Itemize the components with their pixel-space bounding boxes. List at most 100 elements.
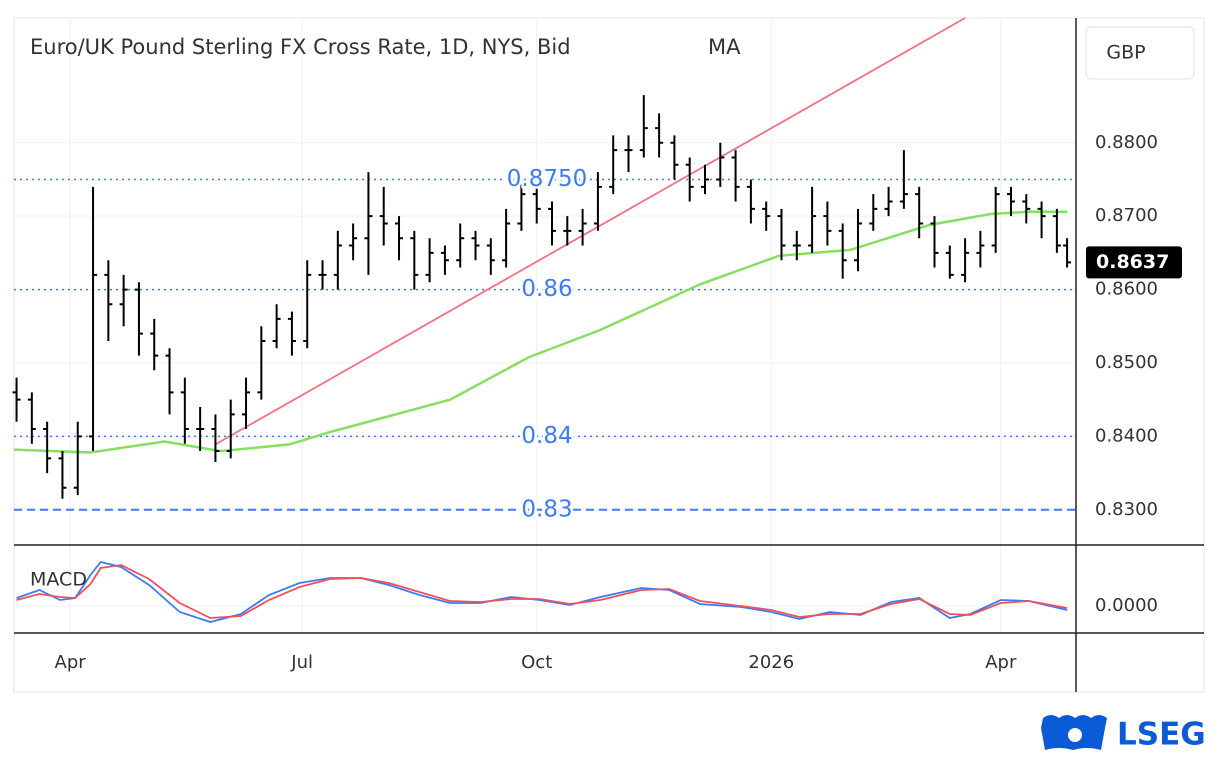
ohlc-bar — [134, 282, 143, 356]
ohlc-bar — [593, 172, 602, 231]
ohlc-bar — [930, 216, 939, 268]
ohlc-bar — [823, 201, 832, 246]
y-tick-label: 0.8500 — [1095, 352, 1158, 373]
currency-button[interactable] — [1085, 26, 1195, 80]
ohlc-bar — [578, 208, 587, 246]
ohlc-bar — [27, 392, 36, 444]
ohlc-bar — [486, 238, 495, 275]
ohlc-bar — [349, 223, 358, 261]
ohlc-bar — [287, 311, 296, 356]
ohlc-bar — [716, 142, 725, 187]
ohlc-bar — [853, 208, 862, 272]
ohlc-bar — [777, 208, 786, 261]
level-label: 0.8750 — [507, 166, 587, 192]
ohlc-bar — [1022, 194, 1031, 224]
ohlc-bar — [701, 164, 710, 195]
ohlc-bar — [395, 216, 404, 261]
ohlc-bar — [792, 230, 801, 261]
ohlc-bar — [303, 260, 312, 349]
ohlc-bar — [410, 230, 419, 290]
currency-label: GBP — [1106, 42, 1145, 64]
ohlc-bar — [945, 245, 954, 279]
ohlc-bar — [670, 135, 679, 180]
moving-average — [13, 210, 1068, 454]
ohlc-bar — [104, 260, 113, 341]
ohlc-bar — [196, 407, 205, 452]
ohlc-bar — [1006, 186, 1015, 217]
ohlc-bar — [12, 377, 21, 422]
ohlc-bar — [318, 260, 327, 290]
macd-label: MACD — [30, 569, 87, 591]
ohlc-bar — [89, 186, 98, 452]
ohlc-bar — [150, 318, 159, 371]
ohlc-bar — [58, 451, 67, 499]
ohlc-bar — [165, 348, 174, 415]
ohlc-bar — [961, 238, 970, 283]
ohlc-bar — [563, 216, 572, 246]
ohlc-bar — [364, 172, 373, 275]
ohlc-bar — [272, 304, 281, 349]
macd-line — [16, 564, 1068, 619]
trend-line — [214, 17, 966, 446]
indicator-label[interactable]: MA — [708, 35, 741, 59]
ohlc-bar — [43, 421, 52, 474]
y-tick-label: 0.0000 — [1095, 595, 1158, 616]
ohlc-bar — [73, 421, 82, 496]
ohlc-bar — [180, 377, 189, 444]
y-tick-label: 0.8700 — [1095, 205, 1158, 226]
x-tick-label: 2026 — [748, 652, 794, 673]
x-tick-label: Apr — [985, 652, 1017, 673]
brand-name: LSEG — [1117, 717, 1206, 753]
ohlc-bar — [624, 135, 633, 173]
y-tick-label: 0.8800 — [1095, 132, 1158, 153]
ohlc-bar — [838, 223, 847, 279]
ohlc-bar — [471, 230, 480, 261]
x-tick-label: Oct — [521, 652, 552, 673]
ohlc-bar — [379, 186, 388, 246]
ohlc-bar — [333, 230, 342, 290]
ohlc-bar — [976, 230, 985, 268]
ohlc-bar — [899, 150, 908, 209]
y-tick-label: 0.8300 — [1095, 499, 1158, 520]
level-label: 0.84 — [521, 423, 572, 449]
ohlc-bar — [532, 186, 541, 224]
frame — [13, 17, 1205, 693]
ohlc-bar — [226, 399, 235, 459]
ohlc-bar — [915, 186, 924, 239]
ohlc-bar — [517, 179, 526, 231]
ohlc-bar — [609, 135, 618, 195]
chart-title: Euro/UK Pound Sterling FX Cross Rate, 1D… — [30, 35, 571, 59]
ohlc-bar — [548, 201, 557, 246]
y-tick-label: 0.8400 — [1095, 425, 1158, 446]
ohlc-bar — [639, 95, 648, 158]
ohlc-bar — [762, 201, 771, 231]
ohlc-bar — [440, 245, 449, 275]
ohlc-bar — [655, 113, 664, 158]
brand-logo: LSEG — [1041, 715, 1206, 753]
ohlc-bar — [257, 326, 266, 400]
ohlc-bar — [731, 150, 740, 202]
x-tick-label: Apr — [55, 652, 87, 673]
ohlc-bar — [884, 186, 893, 217]
level-label: 0.86 — [521, 276, 572, 302]
ohlc-bar — [1052, 208, 1061, 253]
y-tick-label: 0.8600 — [1095, 279, 1158, 300]
last-price-label: 0.8637 — [1096, 251, 1169, 273]
ohlc-bar — [211, 414, 220, 463]
ohlc-bar — [685, 157, 694, 202]
ohlc-bar — [746, 179, 755, 224]
x-tick-label: Jul — [290, 652, 313, 673]
ohlc-bar — [456, 223, 465, 268]
ohlc-bar — [869, 194, 878, 231]
level-label: 0.83 — [521, 496, 572, 522]
ohlc-bar — [808, 186, 817, 253]
ohlc-bar — [1037, 201, 1046, 239]
plot: 0.8750 0.86 0.84 0.83 — [12, 17, 1076, 623]
ohlc-bar — [1063, 238, 1072, 268]
ohlc-bar — [242, 377, 251, 430]
grid — [14, 18, 1076, 633]
ohlc-bar — [119, 274, 128, 327]
last-price-box — [1086, 246, 1182, 279]
ohlc-bar — [425, 238, 434, 283]
